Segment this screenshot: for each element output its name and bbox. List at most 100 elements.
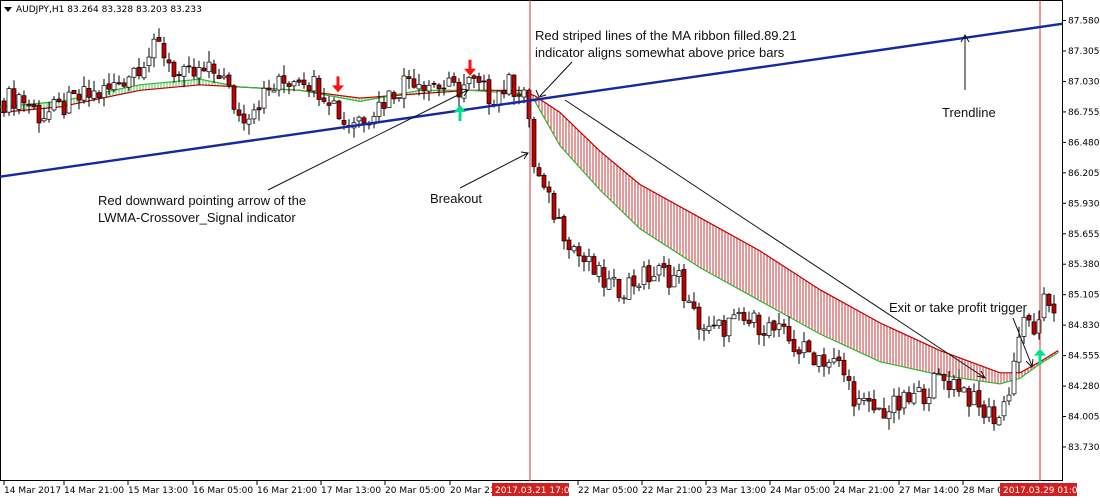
- candle-bear: [796, 349, 802, 355]
- candle-bull: [141, 67, 147, 79]
- candle-bull: [276, 75, 282, 91]
- symbol-header: AUDJPY,H1 83.264 83.328 83.203 83.233: [16, 5, 202, 15]
- candle-bear: [836, 356, 842, 362]
- candle-bear: [516, 94, 522, 97]
- candle-bull: [641, 266, 647, 285]
- candle-bull: [426, 84, 432, 92]
- candle-bear: [36, 104, 42, 124]
- candle-bull: [311, 76, 317, 92]
- plot-frame: [0, 0, 1063, 481]
- candle-bull: [606, 278, 612, 290]
- candle-bull: [876, 407, 882, 410]
- candle-bull: [931, 373, 937, 399]
- candle-bear: [781, 323, 787, 327]
- time-axis-label: 28 Mar 0: [963, 486, 1003, 496]
- candle-bear: [556, 217, 562, 219]
- buy-arrow-icon: [454, 104, 466, 121]
- candle-bull: [151, 38, 157, 59]
- time-axis-label: 24 Mar 21:00: [834, 486, 894, 496]
- candle-bear: [391, 92, 397, 100]
- candle-bear: [406, 76, 412, 79]
- candle-bear: [591, 256, 597, 275]
- candle-bull: [1021, 316, 1027, 337]
- candle-bull: [506, 74, 512, 95]
- candle-bull: [951, 379, 957, 390]
- candle-bear: [561, 216, 567, 242]
- candle-bull: [246, 118, 252, 125]
- candle-bear: [486, 79, 492, 105]
- candle-bear: [786, 326, 792, 342]
- candle-bear: [881, 408, 887, 419]
- candle-bear: [136, 67, 142, 77]
- candle-bear: [1046, 293, 1052, 306]
- candle-bear: [156, 37, 162, 42]
- candle-bear: [421, 84, 427, 91]
- price-axis-label: 85.105: [1068, 291, 1100, 301]
- time-axis-label: 16 Mar 05:00: [193, 486, 253, 496]
- trendline-line: [0, 22, 1063, 178]
- candle-bull: [831, 358, 837, 363]
- candle-bear: [981, 404, 987, 418]
- candle-bear: [666, 264, 672, 288]
- candle-bull: [66, 91, 72, 114]
- trendline-label: Trendline: [942, 105, 996, 120]
- candle-bear: [106, 83, 112, 90]
- time-axis-highlight-label: 2017.03.21 17:00: [495, 486, 576, 496]
- candle-bull: [891, 395, 897, 414]
- candle-bull: [46, 111, 52, 120]
- candle-bull: [221, 75, 227, 79]
- candle-bear: [681, 269, 687, 301]
- time-axis[interactable]: 14 Mar 2017 14 Mar 21:00 15 Mar 13:00 16 Ma…: [3, 481, 1084, 496]
- candle-bull: [766, 322, 772, 336]
- candle-bear: [226, 74, 232, 86]
- candle-bear: [211, 63, 217, 74]
- candle-bear: [991, 406, 997, 425]
- time-axis-label: 22 Mar 21:00: [642, 486, 702, 496]
- candle-bear: [906, 392, 912, 403]
- candle-bull: [196, 67, 202, 79]
- candle-bear: [256, 107, 262, 111]
- price-axis-label: 85.930: [1068, 199, 1100, 209]
- candle-bear: [1031, 321, 1037, 335]
- pointer-trendline-head: [960, 33, 970, 43]
- candle-bear: [691, 301, 697, 309]
- candle-bull: [636, 285, 642, 288]
- candle-bear: [616, 278, 622, 298]
- time-axis-highlight-box: [1000, 483, 1077, 496]
- time-axis-label: 20 Mar 21: [450, 486, 496, 496]
- candle-bull: [206, 61, 212, 73]
- candle-bull: [816, 355, 822, 367]
- candle-bear: [186, 65, 192, 68]
- candle-bull: [751, 312, 757, 323]
- trendline[interactable]: [0, 22, 1063, 178]
- candle-bull: [736, 312, 742, 314]
- candle-bear: [631, 275, 637, 287]
- candle-bull: [986, 406, 992, 418]
- candle-bull: [651, 276, 657, 282]
- collapse-triangle-icon[interactable]: [4, 7, 12, 12]
- pointer-arrow-note-head: [460, 88, 469, 97]
- candle-bull: [911, 393, 917, 404]
- sell-arrow-icon: [332, 76, 344, 93]
- candle-bear: [531, 119, 537, 167]
- price-axis[interactable]: 87.580 87.305 87.030 86.755 86.480 86.205 85.9…: [1062, 17, 1100, 453]
- candle-bear: [21, 95, 27, 104]
- candle-bull: [916, 387, 922, 393]
- candle-bear: [201, 67, 207, 72]
- candle-bear: [791, 338, 797, 353]
- candle-bull: [1041, 293, 1047, 319]
- time-axis-highlight-box: [492, 483, 569, 496]
- sell-arrow-icon: [464, 59, 476, 76]
- candle-bear: [896, 395, 902, 411]
- candle-bull: [656, 265, 662, 276]
- pointer-exit: [1012, 317, 1033, 367]
- candle-bear: [281, 75, 287, 84]
- candle-bear: [721, 320, 727, 337]
- candle-bear: [56, 98, 62, 103]
- candle-bull: [1006, 394, 1012, 402]
- candle-bear: [956, 378, 962, 392]
- candle-bull: [41, 118, 47, 122]
- candle-bear: [301, 79, 307, 86]
